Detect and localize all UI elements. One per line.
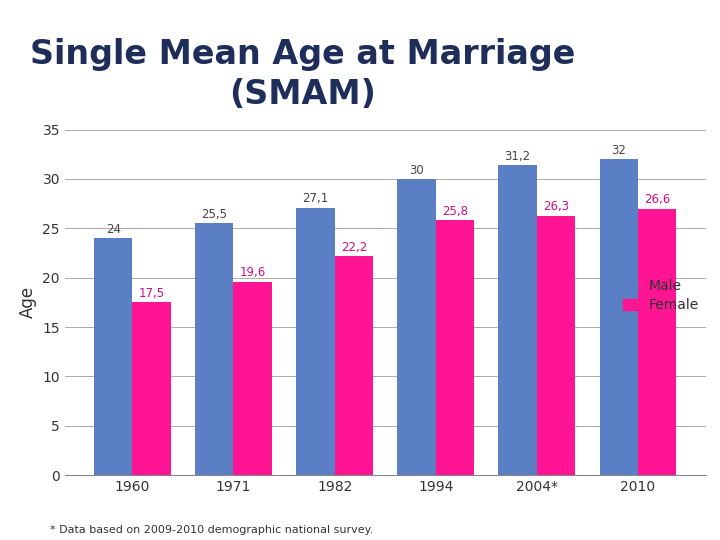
Bar <box>600 159 638 475</box>
Text: 30: 30 <box>409 164 424 177</box>
Text: 31,2: 31,2 <box>505 150 531 163</box>
Text: Single Mean Age at Marriage: Single Mean Age at Marriage <box>30 38 575 71</box>
Bar <box>638 208 677 475</box>
Text: 17,5: 17,5 <box>138 287 165 300</box>
Bar <box>132 302 171 475</box>
Y-axis label: Age: Age <box>19 286 37 319</box>
Text: 25,5: 25,5 <box>202 208 228 221</box>
Text: 24: 24 <box>106 222 121 236</box>
Bar <box>335 256 373 475</box>
Bar <box>296 207 335 475</box>
Text: 26,3: 26,3 <box>543 200 570 213</box>
Text: 22,2: 22,2 <box>341 240 367 253</box>
Text: 27,1: 27,1 <box>302 192 328 205</box>
Bar <box>537 215 575 475</box>
Text: * Data based on 2009-2010 demographic national survey.: * Data based on 2009-2010 demographic na… <box>50 524 374 535</box>
Text: 32: 32 <box>611 144 626 157</box>
Text: (SMAM): (SMAM) <box>229 78 376 111</box>
Bar <box>94 238 132 475</box>
Bar <box>233 282 272 475</box>
Bar <box>195 224 233 475</box>
Bar <box>498 165 537 475</box>
Legend: Male, Female: Male, Female <box>624 279 698 312</box>
Text: 26,6: 26,6 <box>644 193 670 206</box>
Bar <box>436 220 474 475</box>
Text: 19,6: 19,6 <box>240 266 266 279</box>
Text: 25,8: 25,8 <box>442 205 468 218</box>
Bar <box>397 179 436 475</box>
